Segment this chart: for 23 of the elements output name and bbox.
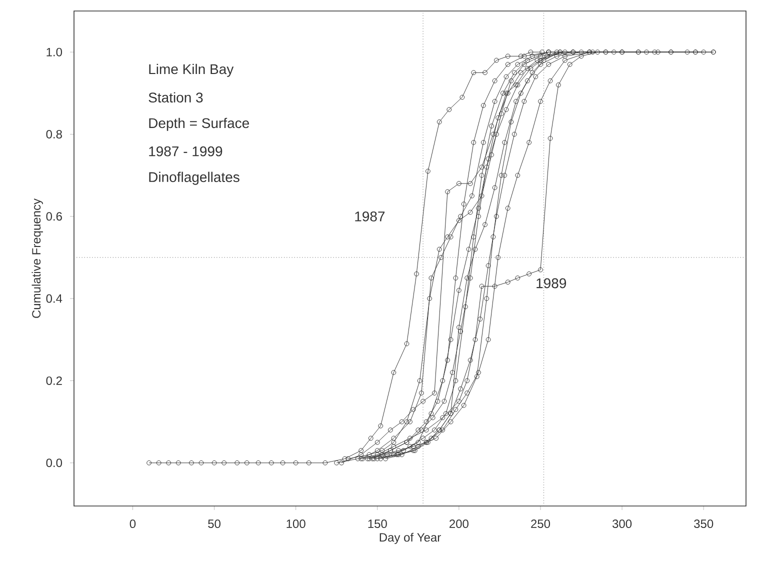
x-tick-label: 250: [531, 520, 550, 528]
annotation: Depth = Surface: [149, 118, 250, 131]
x-tick-label: 50: [208, 520, 220, 528]
annotation: 1987: [355, 211, 385, 222]
y-tick-label: 0.4: [46, 294, 62, 303]
annotation: Station 3: [148, 92, 203, 103]
x-tick-label: 300: [612, 520, 632, 528]
x-tick-label: 100: [286, 520, 306, 528]
x-axis-title: Day of Year: [380, 532, 441, 544]
y-axis-title: Cumulative Frequency: [32, 198, 43, 318]
x-tick-label: 350: [694, 520, 714, 528]
annotation: Lime Kiln Bay: [149, 64, 234, 77]
y-tick-label: 0.0: [46, 458, 62, 468]
x-tick-label: 150: [368, 520, 387, 528]
annotation: 1987 - 1999: [149, 146, 222, 156]
y-tick-label: 0.6: [46, 212, 62, 221]
x-tick-label: 200: [450, 520, 468, 528]
y-tick-label: 0.8: [46, 130, 62, 138]
x-tick-label: 0: [130, 520, 136, 528]
annotation: Dinoflagellates: [149, 172, 240, 185]
y-tick-label: 1.0: [46, 48, 62, 56]
y-tick-label: 0.2: [46, 376, 62, 385]
annotation: 1989: [536, 278, 566, 288]
